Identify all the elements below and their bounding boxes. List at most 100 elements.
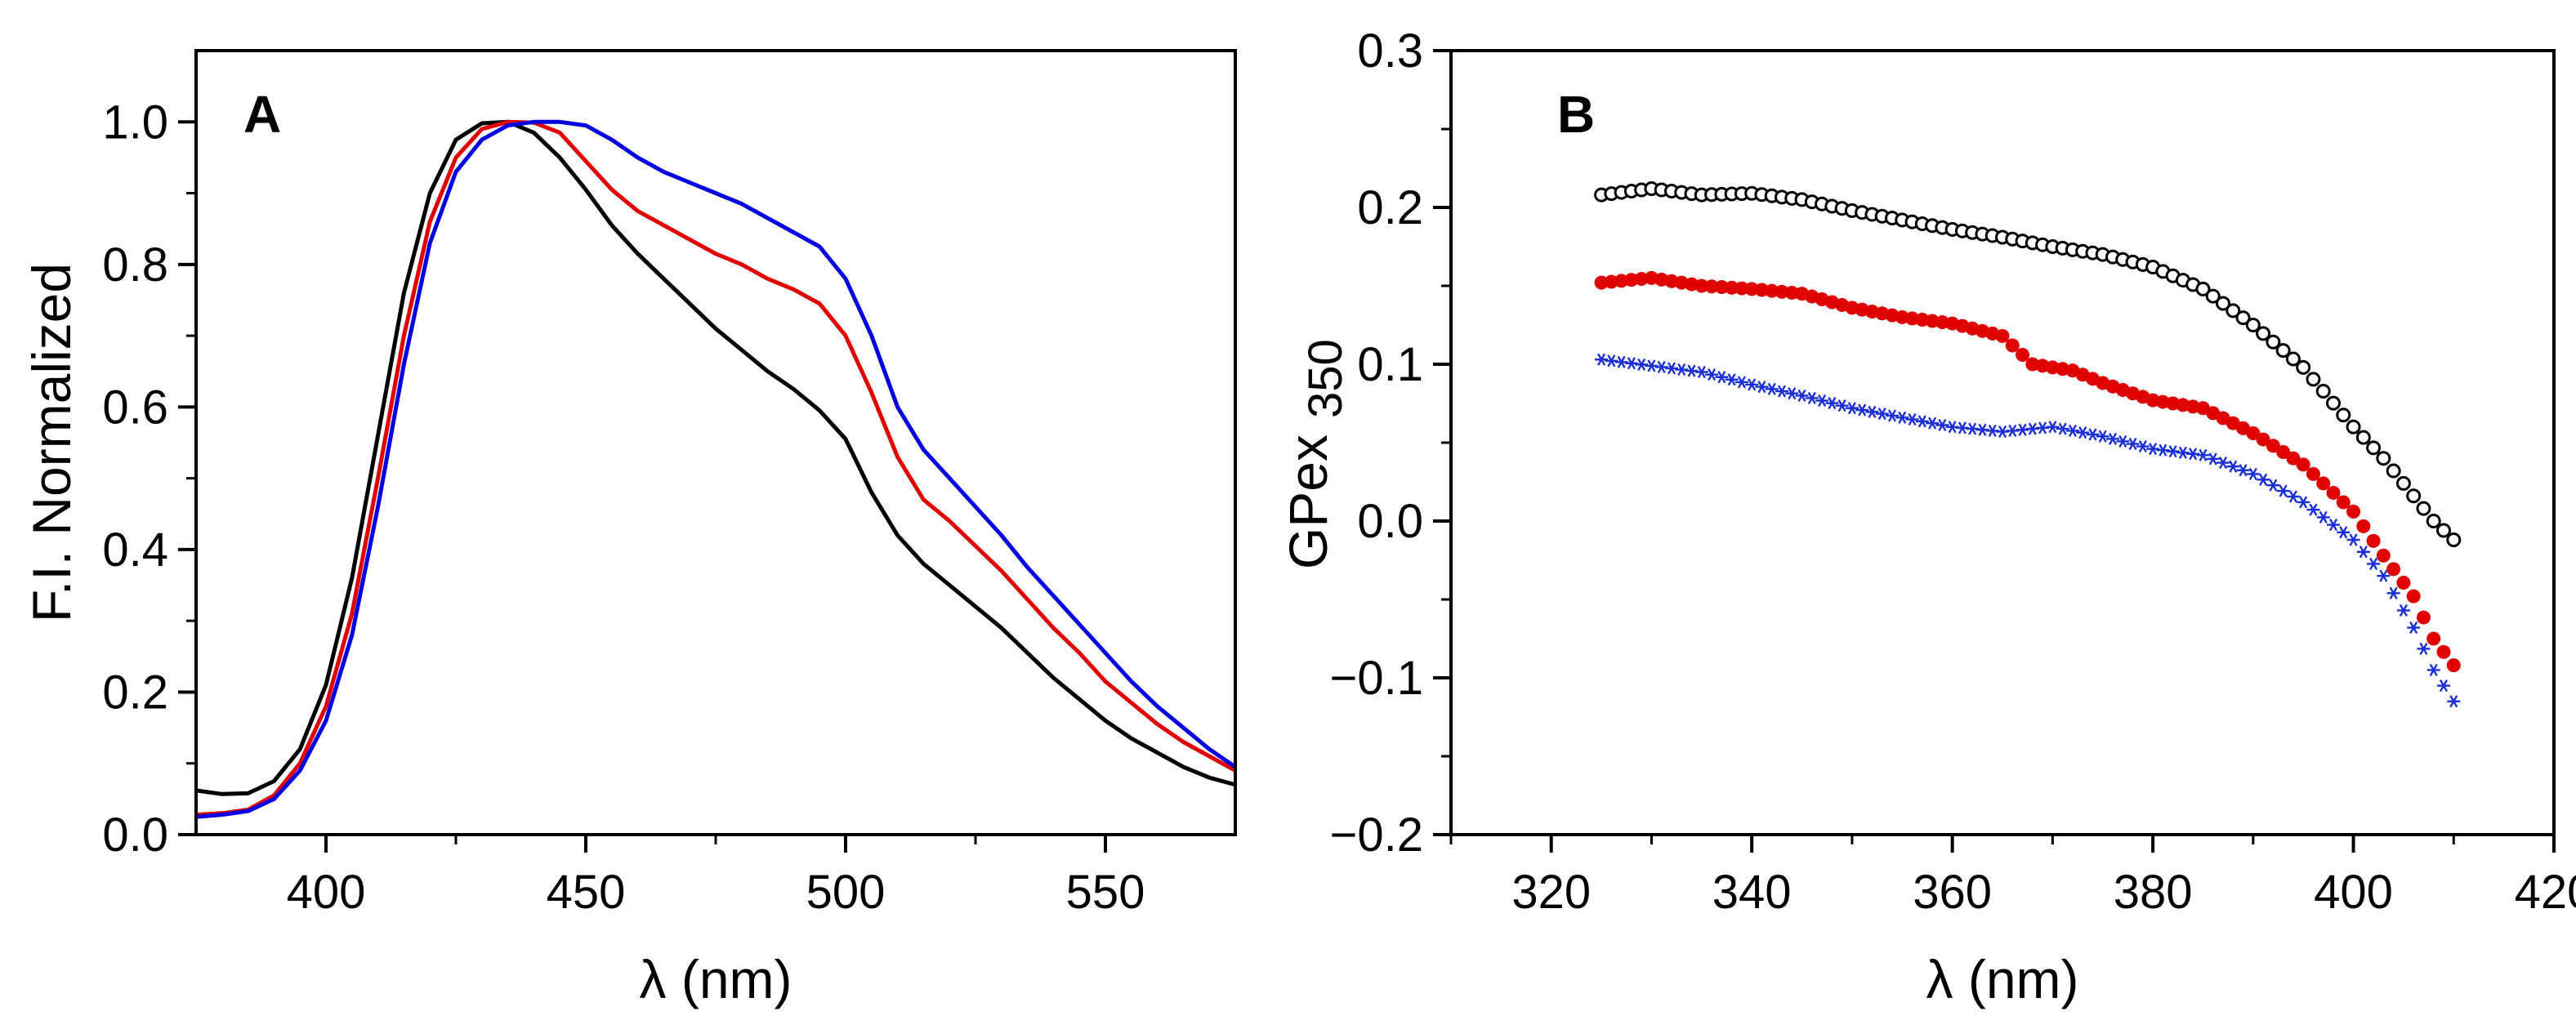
data-point-filled-circle [1634, 272, 1649, 287]
x-tick-label: 380 [2114, 866, 2193, 919]
y-tick-label: 1.0 [102, 96, 168, 149]
data-point-open-circle [2326, 395, 2341, 411]
data-point-asterisk [1775, 385, 1788, 398]
data-point-asterisk [2286, 490, 2300, 503]
data-point-filled-circle [2416, 610, 2431, 625]
data-point-filled-circle [2266, 439, 2280, 453]
data-point-asterisk [1875, 408, 1889, 421]
panel-a-plot-frame [194, 49, 1237, 836]
data-point-open-circle [2315, 384, 2331, 399]
data-point-filled-circle [2436, 644, 2451, 659]
data-point-filled-circle [2306, 466, 2320, 481]
data-point-filled-circle [1624, 273, 1639, 287]
data-point-filled-circle [2016, 347, 2030, 362]
data-point-filled-circle [2336, 495, 2351, 510]
data-point-asterisk [1895, 411, 1909, 424]
y-tick-label: 0.1 [1357, 338, 1423, 391]
data-point-open-circle [2346, 419, 2361, 434]
data-point-asterisk [2126, 437, 2140, 451]
data-point-asterisk [1886, 409, 1899, 422]
data-point-asterisk [1745, 378, 1759, 391]
data-point-asterisk [2437, 679, 2450, 693]
data-point-open-circle [2235, 310, 2251, 326]
y-tick-label: −0.1 [1330, 652, 1424, 705]
data-point-filled-circle [2005, 338, 2020, 353]
data-point-asterisk [1865, 405, 1879, 418]
data-point-filled-circle [2326, 485, 2341, 500]
y-tick-label: 0.0 [1357, 495, 1423, 548]
data-point-asterisk [2337, 526, 2351, 539]
x-tick-label: 360 [1913, 866, 1992, 919]
data-point-asterisk [2346, 533, 2360, 546]
data-point-asterisk [2196, 448, 2210, 461]
data-point-asterisk [1765, 382, 1779, 395]
panel-a-ticks: 400 450 500 550 0.0 0.2 0.4 0.6 0.8 1.0 [102, 96, 1145, 919]
data-point-asterisk [1935, 418, 1949, 432]
data-point-open-circle [2395, 475, 2411, 491]
data-point-asterisk [2086, 428, 2100, 441]
data-point-open-circle [2275, 343, 2291, 359]
data-point-filled-circle [2426, 631, 2441, 646]
data-point-asterisk [2257, 473, 2270, 486]
data-point-filled-circle [1784, 285, 1799, 300]
data-point-asterisk [1715, 371, 1729, 384]
data-point-open-circle [2216, 296, 2230, 311]
data-point-asterisk [1614, 355, 1628, 368]
panel-b-series-group [1594, 180, 2462, 708]
data-point-open-circle [2336, 408, 2351, 423]
data-point-asterisk [2176, 446, 2190, 459]
panel-b-plot-frame [1449, 49, 2556, 836]
y-tick-label: 0.0 [102, 808, 168, 862]
data-point-filled-circle [1614, 274, 1629, 288]
data-point-asterisk [1734, 376, 1748, 389]
data-point-filled-circle [1704, 279, 1719, 294]
data-point-filled-circle [2346, 504, 2361, 519]
data-point-asterisk [2226, 460, 2240, 473]
panel-b-chart: 320 340 360 380 400 420 −0.2 −0.1 0.0 0.1 0.2 0.3 B… [1278, 24, 2576, 1009]
data-point-open-circle [2306, 372, 2321, 387]
data-point-asterisk [2246, 467, 2260, 480]
data-point-filled-circle [2366, 533, 2381, 548]
y-tick-label: 0.4 [102, 523, 168, 577]
data-point-asterisk [2046, 421, 2060, 434]
data-point-open-circle [2285, 351, 2301, 367]
x-tick-label: 320 [1511, 866, 1591, 919]
panel-b-y-axis-label: GPex 350 [1278, 339, 1352, 569]
data-point-asterisk [2065, 424, 2079, 437]
y-tick-label: 0.3 [1357, 24, 1423, 78]
data-point-asterisk [2356, 546, 2370, 559]
data-point-asterisk [1795, 389, 1809, 402]
y-tick-label: 0.2 [102, 666, 168, 719]
data-point-open-circle [2226, 303, 2241, 318]
data-point-filled-circle [2376, 548, 2391, 563]
data-point-asterisk [1665, 362, 1678, 375]
data-point-asterisk [2417, 642, 2431, 656]
data-point-asterisk [2266, 479, 2280, 492]
panel-a-label: A [243, 85, 281, 144]
data-point-filled-circle [2276, 445, 2291, 460]
data-point-asterisk [2217, 457, 2230, 470]
data-point-filled-circle [1765, 283, 1779, 298]
data-point-open-circle [2256, 326, 2271, 341]
data-point-filled-circle [2356, 519, 2371, 533]
y-tick-label: 0.2 [1357, 181, 1423, 234]
data-point-filled-circle [1775, 284, 1789, 299]
data-point-filled-circle [1694, 278, 1709, 293]
data-point-asterisk [1855, 403, 1869, 416]
data-point-asterisk [2236, 464, 2250, 477]
data-point-open-circle [2266, 334, 2281, 350]
data-point-asterisk [2447, 695, 2461, 708]
data-point-asterisk [1815, 394, 1829, 408]
data-point-open-circle [2446, 532, 2462, 548]
data-point-asterisk [1905, 413, 1919, 426]
data-point-asterisk [2327, 519, 2340, 532]
series-line-red [195, 119, 1237, 817]
data-point-asterisk [2156, 443, 2170, 457]
data-point-asterisk [2306, 503, 2320, 516]
data-point-filled-circle [1744, 282, 1759, 296]
data-point-filled-circle [1604, 274, 1618, 289]
y-tick-label: −0.2 [1330, 808, 1424, 862]
data-point-asterisk [1624, 357, 1638, 370]
data-point-open-circle [2436, 523, 2451, 538]
